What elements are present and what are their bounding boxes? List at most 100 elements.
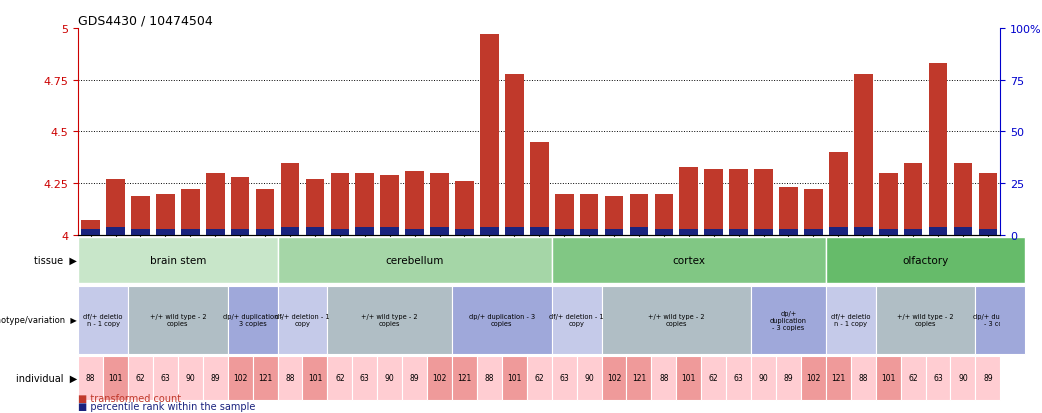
Text: 90: 90 [384, 373, 395, 382]
Bar [779, 188, 798, 235]
Bar [380, 227, 399, 235]
Bar [576, 356, 601, 400]
Bar [231, 178, 249, 235]
Text: 89: 89 [983, 373, 993, 382]
Bar [704, 169, 723, 235]
Bar [405, 171, 424, 235]
Text: 101: 101 [108, 373, 123, 382]
Text: df/+ deletio
n - 1 copy: df/+ deletio n - 1 copy [832, 313, 870, 327]
Bar [156, 194, 175, 235]
Bar [579, 229, 598, 235]
Bar [505, 227, 524, 235]
Bar [826, 286, 875, 354]
Bar [255, 190, 274, 235]
Bar [751, 356, 776, 400]
Text: +/+ wild type - 2
copies: +/+ wild type - 2 copies [897, 313, 953, 327]
Bar [302, 356, 327, 400]
Bar [355, 173, 374, 235]
Text: 121: 121 [258, 373, 272, 382]
Bar [103, 356, 128, 400]
Text: 62: 62 [135, 373, 145, 382]
Text: 101: 101 [880, 373, 895, 382]
Bar [654, 229, 673, 235]
Text: 62: 62 [535, 373, 544, 382]
Text: 121: 121 [457, 373, 472, 382]
Bar [875, 356, 900, 400]
Text: 88: 88 [485, 373, 494, 382]
Bar [629, 194, 648, 235]
Bar [754, 169, 773, 235]
Text: ■ transformed count: ■ transformed count [78, 393, 181, 403]
Text: 101: 101 [507, 373, 521, 382]
Bar [530, 227, 548, 235]
Bar [480, 35, 499, 235]
Bar [676, 356, 701, 400]
Bar [975, 356, 1000, 400]
Text: brain stem: brain stem [150, 255, 206, 265]
Bar [975, 286, 1025, 354]
Text: olfactory: olfactory [902, 255, 948, 265]
Bar [277, 286, 327, 354]
Bar [206, 229, 225, 235]
Text: 88: 88 [859, 373, 868, 382]
Bar [928, 227, 947, 235]
Bar [81, 221, 100, 235]
Text: 101: 101 [307, 373, 322, 382]
Text: GDS4430 / 10474504: GDS4430 / 10474504 [78, 15, 213, 28]
Bar [878, 173, 897, 235]
Bar [380, 176, 399, 235]
Text: 63: 63 [560, 373, 569, 382]
Bar [280, 163, 299, 235]
Text: 62: 62 [336, 373, 345, 382]
Bar [178, 356, 203, 400]
Bar [455, 229, 474, 235]
Bar [626, 356, 651, 400]
Bar [801, 356, 826, 400]
Bar [452, 286, 551, 354]
Text: df/+ deletion - 1
copy: df/+ deletion - 1 copy [275, 313, 329, 327]
Bar [978, 229, 997, 235]
Bar [651, 356, 676, 400]
Bar [953, 163, 972, 235]
Bar [477, 356, 502, 400]
Bar [751, 286, 826, 354]
Bar [551, 286, 601, 354]
Text: cortex: cortex [672, 255, 705, 265]
Text: dp/+ duplication -
3 copies: dp/+ duplication - 3 copies [223, 313, 282, 327]
Bar [377, 356, 402, 400]
Text: 90: 90 [185, 373, 195, 382]
Bar [131, 229, 150, 235]
Text: ■ percentile rank within the sample: ■ percentile rank within the sample [78, 401, 255, 411]
Text: 90: 90 [759, 373, 768, 382]
Bar [81, 229, 100, 235]
Bar [452, 356, 477, 400]
Text: 121: 121 [832, 373, 845, 382]
Bar [327, 286, 452, 354]
Bar [78, 286, 128, 354]
Bar [903, 229, 922, 235]
Bar [530, 142, 548, 235]
Bar [875, 286, 975, 354]
Bar [950, 356, 975, 400]
Bar [779, 229, 798, 235]
Bar [829, 227, 847, 235]
Bar [551, 356, 576, 400]
Text: df/+ deletion - 1
copy: df/+ deletion - 1 copy [549, 313, 604, 327]
Bar [502, 356, 527, 400]
Bar [228, 286, 277, 354]
Bar [903, 163, 922, 235]
Text: tissue  ▶: tissue ▶ [34, 255, 77, 265]
Bar [654, 194, 673, 235]
Text: 101: 101 [681, 373, 696, 382]
Bar [277, 356, 302, 400]
Bar [853, 74, 872, 235]
Bar [355, 227, 374, 235]
Bar [255, 229, 274, 235]
Text: cerebellum: cerebellum [386, 255, 444, 265]
Bar [231, 229, 249, 235]
Bar [330, 229, 349, 235]
Text: 62: 62 [709, 373, 719, 382]
Text: 88: 88 [660, 373, 669, 382]
Bar [754, 229, 773, 235]
Bar [729, 169, 748, 235]
